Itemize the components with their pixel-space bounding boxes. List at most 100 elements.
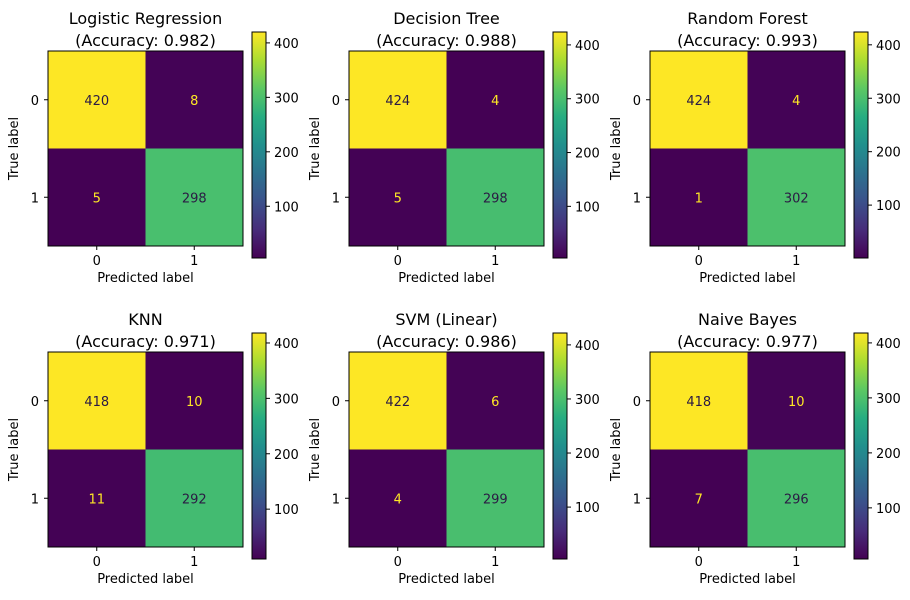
colorbar-tick-label: 300 [274, 392, 299, 407]
x-tick-label: 1 [190, 254, 198, 269]
panel-title-line2: (Accuracy: 0.982) [75, 31, 216, 50]
y-tick-label: 0 [633, 395, 641, 410]
cell-value-label: 418 [84, 395, 109, 410]
colorbar-tick-label: 300 [575, 93, 600, 108]
y-tick-label: 0 [332, 94, 340, 109]
cell-value-label: 5 [394, 191, 402, 206]
colorbar-tick-label: 400 [575, 339, 600, 354]
heatmap-cell [349, 352, 447, 450]
heatmap-cell [650, 51, 748, 149]
colorbar-tick-label: 100 [274, 503, 299, 518]
cell-value-label: 420 [84, 94, 109, 109]
x-axis-label: Predicted label [699, 572, 796, 587]
colorbar-tick-label: 300 [876, 392, 901, 407]
x-tick-label: 1 [792, 555, 800, 570]
colorbar-tick-label: 200 [876, 146, 901, 161]
y-tick-label: 1 [332, 191, 340, 206]
y-axis-label: True label [609, 117, 624, 181]
colorbar-tick-label: 400 [876, 39, 901, 54]
panel-title-line1: Logistic Regression [69, 9, 222, 28]
y-tick-label: 1 [332, 492, 340, 507]
panel-title-line2: (Accuracy: 0.977) [677, 332, 818, 351]
confusion-matrix-panel-1: Logistic Regression (Accuracy: 0.982) 420 8… [7, 9, 299, 286]
cell-value-label: 418 [686, 395, 711, 410]
panel-title-line2: (Accuracy: 0.971) [75, 332, 216, 351]
cell-value-label: 1 [695, 191, 703, 206]
x-tick-label: 1 [190, 555, 198, 570]
heatmap-cell [747, 449, 845, 547]
cell-value-label: 298 [483, 191, 508, 206]
cell-value-label: 5 [93, 191, 101, 206]
y-tick-label: 0 [31, 395, 39, 410]
colorbar [251, 332, 267, 560]
panel-title-line2: (Accuracy: 0.988) [376, 31, 517, 50]
axes-frame [47, 50, 244, 247]
colorbar-tick-label: 200 [876, 447, 901, 462]
panel-title-line1: Random Forest [687, 9, 807, 28]
y-tick-label: 1 [633, 492, 641, 507]
cell-value-label: 302 [784, 191, 809, 206]
heatmap-cell [48, 148, 146, 246]
heatmap-cell [747, 51, 845, 149]
heatmap-cell [650, 352, 748, 450]
colorbar-tick-label: 100 [876, 199, 901, 214]
cell-value-label: 296 [784, 492, 809, 507]
panel-title-line1: Decision Tree [393, 9, 500, 28]
x-axis-label: Predicted label [97, 572, 194, 587]
confusion-matrix-panel-2: Decision Tree (Accuracy: 0.988) 424 4 5 298 0 1… [308, 9, 600, 286]
colorbar-tick-label: 100 [575, 501, 600, 516]
heatmap-cell [446, 352, 544, 450]
colorbar-tick-label: 100 [876, 502, 901, 517]
heatmap-cell [145, 352, 243, 450]
panel-title-line1: Naive Bayes [698, 310, 797, 329]
x-axis-label: Predicted label [699, 271, 796, 286]
y-axis-label: True label [7, 117, 22, 181]
heatmap-cell [650, 148, 748, 246]
panel-title-line2: (Accuracy: 0.993) [677, 31, 818, 50]
y-tick-label: 1 [633, 191, 641, 206]
colorbar-tick-label: 300 [876, 92, 901, 107]
colorbar-tick-label: 200 [575, 447, 600, 462]
cell-value-label: 4 [792, 94, 800, 109]
colorbar-tick-label: 100 [274, 200, 299, 215]
heatmap-cell [349, 148, 447, 246]
heatmap-cell [145, 148, 243, 246]
confusion-matrix-panel-3: Random Forest (Accuracy: 0.993) 424 4 1 302 0 1… [609, 9, 901, 286]
x-tick-label: 0 [695, 254, 703, 269]
cell-value-label: 11 [88, 492, 105, 507]
cell-value-label: 8 [190, 94, 198, 109]
heatmap-cell [145, 449, 243, 547]
cell-value-label: 424 [686, 94, 711, 109]
colorbar-tick-label: 200 [274, 448, 299, 463]
colorbar [552, 31, 568, 259]
colorbar [853, 332, 869, 560]
cell-value-label: 4 [394, 492, 402, 507]
heatmap-cell [349, 51, 447, 149]
axes-frame [348, 50, 545, 247]
x-axis-label: Predicted label [398, 572, 495, 587]
colorbar-tick-label: 200 [274, 146, 299, 161]
axes-frame [47, 351, 244, 548]
heatmap-cell [48, 51, 146, 149]
x-tick-label: 1 [491, 555, 499, 570]
cell-value-label: 4 [491, 94, 499, 109]
y-tick-label: 0 [31, 94, 39, 109]
cell-value-label: 424 [385, 94, 410, 109]
heatmap-cell [48, 352, 146, 450]
cell-value-label: 7 [695, 492, 703, 507]
x-tick-label: 0 [695, 555, 703, 570]
x-tick-label: 0 [394, 254, 402, 269]
y-axis-label: True label [7, 418, 22, 482]
x-axis-label: Predicted label [97, 271, 194, 286]
heatmap-cell [349, 449, 447, 547]
colorbar-tick-label: 300 [575, 393, 600, 408]
x-tick-label: 0 [93, 555, 101, 570]
colorbar-tick-label: 200 [575, 147, 600, 162]
heatmap-cell [446, 148, 544, 246]
heatmap-cell [446, 449, 544, 547]
colorbar [251, 31, 267, 259]
cell-value-label: 6 [491, 395, 499, 410]
heatmap-cell [650, 449, 748, 547]
